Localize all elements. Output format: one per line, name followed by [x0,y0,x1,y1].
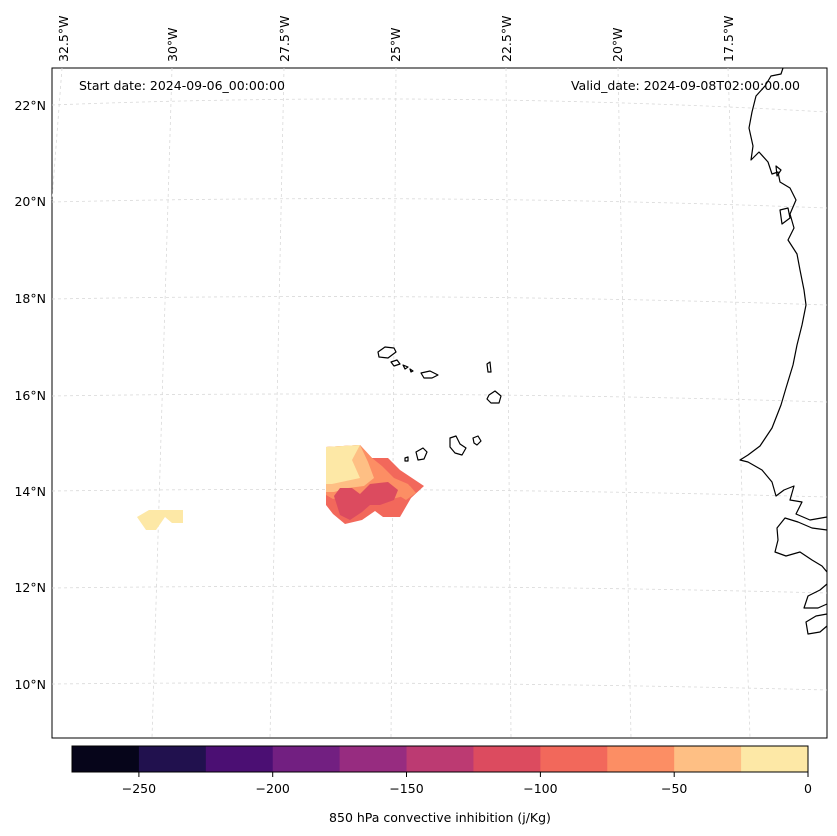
colorbar: −250 −200 −150 −100 −50 0 850 hPa convec… [71,745,812,825]
lat-label: 18°N [14,291,46,306]
lat-label: 22°N [14,98,46,113]
lon-label: 32.5°W [56,16,71,62]
colorbar-title: 850 hPa convective inhibition (j/Kg) [329,810,551,825]
colorbar-segment [741,746,809,772]
lon-label: 27.5°W [277,16,292,62]
lat-label: 16°N [14,388,46,403]
colorbar-segment [473,746,541,772]
lon-label: 25°W [388,27,403,62]
longitude-labels: 32.5°W 30°W 27.5°W 25°W 22.5°W 20°W 17.5… [56,16,736,62]
colorbar-segments [72,746,809,772]
lon-label: 22.5°W [499,16,514,62]
valid-date-label: Valid_date: 2024-09-08T02:00:00.00 [571,78,800,93]
colorbar-tick-label: −50 [661,781,687,796]
lon-label: 30°W [165,27,180,62]
colorbar-segment [272,746,341,772]
colorbar-tick-label: 0 [804,781,812,796]
cin-cluster-yellow [326,445,360,484]
colorbar-ticks [138,772,809,777]
lon-label: 17.5°W [721,16,736,62]
lat-label: 12°N [14,580,46,595]
colorbar-tick-label: −200 [256,781,290,796]
graticule [51,67,828,739]
colorbar-frame [71,745,809,773]
cin-contours [137,445,424,530]
latitude-labels: 22°N 20°N 18°N 16°N 14°N 12°N 10°N [14,98,46,692]
lat-label: 20°N [14,194,46,209]
colorbar-segment [540,746,608,772]
lat-label: 14°N [14,484,46,499]
cape-verde-islands [377,346,502,462]
colorbar-segment [72,746,140,772]
colorbar-segment [607,746,675,772]
lat-label: 10°N [14,677,46,692]
african-coastline [739,67,828,635]
colorbar-tick-label: −150 [389,781,423,796]
colorbar-segment [339,746,408,772]
colorbar-segment [205,746,274,772]
start-date-label: Start date: 2024-09-06_00:00:00 [79,78,285,93]
cin-patch-west [137,510,183,530]
colorbar-segment [138,746,207,772]
lon-label: 20°W [610,27,625,62]
colorbar-tick-label: −250 [122,781,156,796]
colorbar-segment [674,746,742,772]
colorbar-tick-label: −100 [523,781,557,796]
map-frame [51,67,828,739]
colorbar-segment [406,746,474,772]
cin-cluster-core-east [398,486,416,500]
cin-cluster-core [334,482,398,520]
